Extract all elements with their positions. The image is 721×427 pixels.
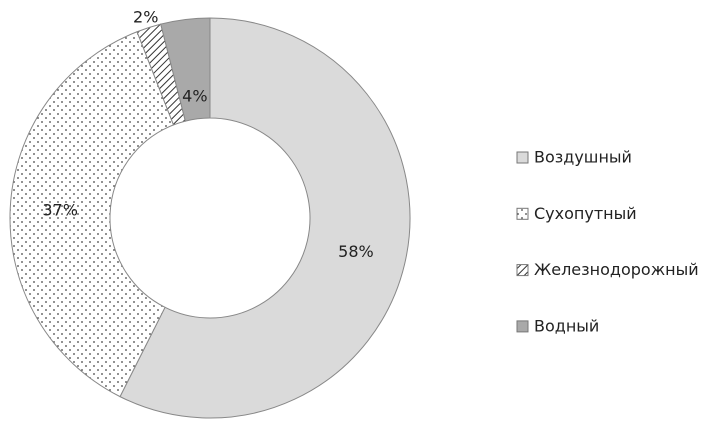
donut-slice [160,17,211,122]
legend-swatch [516,151,529,164]
data-label: 2% [133,8,158,27]
donut-slice [9,31,175,398]
donut-slice [119,17,411,419]
data-label: 4% [182,86,207,105]
legend-label: Железнодорожный [534,260,699,279]
legend-swatch [516,207,529,220]
data-label: 37% [42,201,78,220]
legend-label: Водный [534,316,599,335]
legend-swatch [516,264,529,277]
data-label: 58% [338,242,374,261]
legend-label: Сухопутный [534,204,637,223]
legend-swatch [516,320,529,333]
legend-label: Воздушный [534,148,632,167]
